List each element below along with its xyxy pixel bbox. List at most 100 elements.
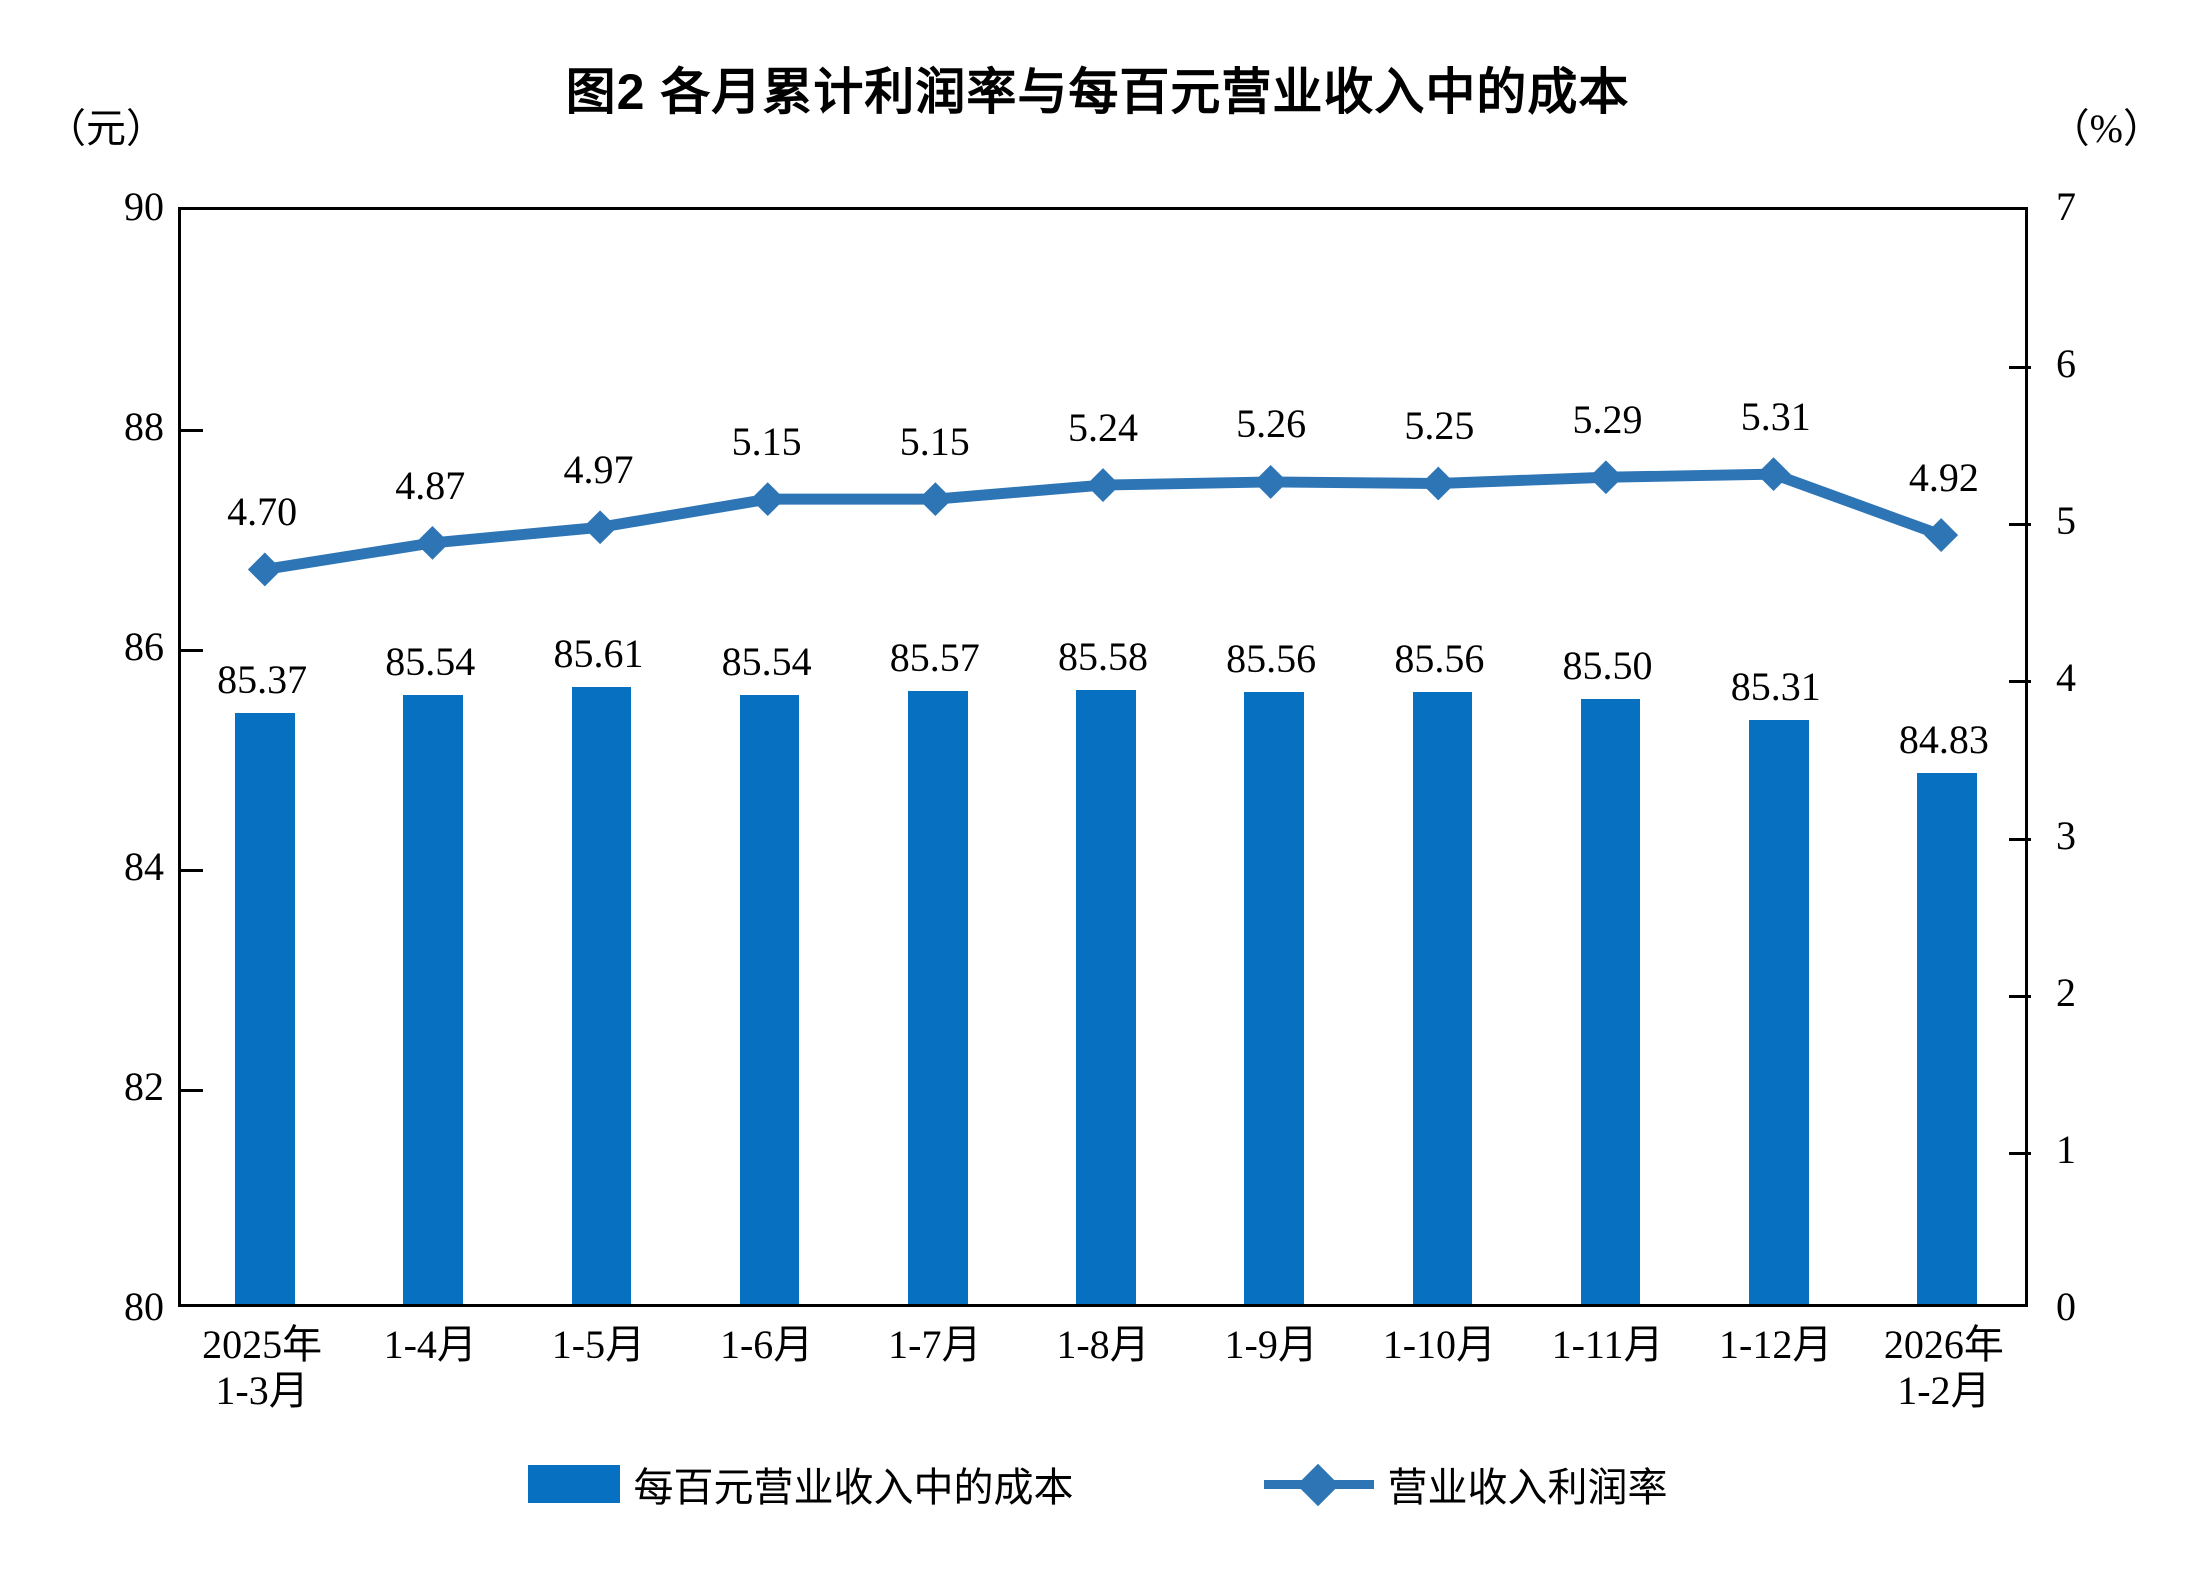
x-axis-tick-label: 1-6月: [683, 1322, 851, 1368]
line-marker-diamond[interactable]: [918, 482, 953, 517]
left-axis-tick-label: 88: [124, 404, 164, 449]
line-value-label: 4.92: [1908, 454, 1979, 500]
left-tick-mark: [181, 869, 203, 872]
left-axis-tick-label: 82: [124, 1064, 164, 1109]
bar[interactable]: [907, 691, 968, 1304]
x-axis-tick-label: 2025年 1-3月: [178, 1322, 346, 1414]
left-axis-unit: （元）: [46, 106, 166, 151]
right-axis-tick-label: 0: [2056, 1284, 2076, 1329]
x-axis-tick-label: 1-12月: [1692, 1322, 1860, 1368]
line-marker-diamond[interactable]: [1421, 466, 1456, 501]
left-axis-tick-label: 80: [124, 1284, 164, 1329]
right-axis-tick-label: 2: [2056, 969, 2076, 1015]
bar-value-label: 85.57: [889, 635, 980, 681]
bar-value-label: 85.50: [1562, 643, 1653, 688]
bar-value-label: 84.83: [1898, 716, 1989, 762]
right-axis-tick-label: 3: [2056, 812, 2076, 858]
bar[interactable]: [1748, 719, 1809, 1304]
line-value-label: 5.26: [1236, 401, 1307, 447]
left-axis-tick-label: 86: [124, 624, 164, 669]
x-axis-tick-label-line: 2026年: [1883, 1322, 2004, 1367]
right-axis-tick-label: 5: [2056, 498, 2076, 544]
legend-label-line: 营业收入利润率: [1387, 1465, 1668, 1510]
page-title: 图2 各月累计利润率与每百元营业收入中的成本: [565, 64, 1630, 120]
x-axis-tick-label-line: 1-8月: [1056, 1322, 1150, 1367]
right-axis-tick-label: 7: [2056, 184, 2076, 229]
x-axis-tick-label-line: 1-5月: [551, 1322, 646, 1367]
line-diamond-icon: [1263, 1463, 1374, 1507]
bar[interactable]: [403, 694, 464, 1304]
left-tick-mark: [181, 1089, 203, 1092]
line-value-label: 4.87: [395, 462, 466, 508]
left-tick-mark: [181, 649, 203, 652]
line-marker-diamond[interactable]: [1588, 460, 1623, 495]
right-axis-unit: （%）: [2049, 106, 2163, 151]
line-value-label: 4.97: [563, 447, 634, 492]
x-axis-tick-label-line: 1-2月: [1897, 1368, 1991, 1413]
line-marker-diamond[interactable]: [1086, 468, 1120, 502]
right-tick-mark: [2009, 837, 2031, 841]
line-marker-diamond[interactable]: [1253, 465, 1288, 499]
bar[interactable]: [1580, 699, 1641, 1304]
legend-label-bar: 每百元营业收入中的成本: [633, 1465, 1074, 1510]
legend-item-bar[interactable]: 每百元营业收入中的成本: [527, 1455, 1074, 1513]
bar[interactable]: [235, 713, 295, 1304]
line-marker-diamond[interactable]: [1756, 457, 1791, 492]
line-value-label: 5.29: [1572, 396, 1643, 442]
right-tick-mark: [2009, 680, 2031, 684]
bar-value-label: 85.31: [1730, 663, 1821, 709]
bar-value-label: 85.56: [1226, 636, 1317, 682]
x-axis-tick-label-line: 1-11月: [1551, 1322, 1664, 1367]
bar[interactable]: [1917, 772, 1977, 1304]
x-axis-tick-label: 1-7月: [851, 1322, 1019, 1368]
legend-item-line[interactable]: 营业收入利润率: [1263, 1455, 1668, 1513]
line-value-label: 5.24: [1067, 404, 1138, 450]
bar-value-label: 85.54: [385, 638, 476, 684]
right-axis-tick-label: 6: [2056, 341, 2076, 387]
right-tick-mark: [2009, 523, 2031, 527]
left-tick-mark: [181, 429, 203, 432]
right-axis-tick-label: 1: [2056, 1126, 2076, 1172]
line-value-label: 5.25: [1404, 403, 1475, 448]
line-value-label: 5.15: [899, 418, 970, 464]
right-tick-mark: [2009, 1151, 2031, 1155]
bar[interactable]: [739, 694, 800, 1304]
line-marker-diamond[interactable]: [1924, 518, 1959, 552]
x-axis-tick-label-line: 1-6月: [719, 1322, 814, 1367]
line-series: [247, 457, 1959, 587]
x-axis-tick-label-line: 1-9月: [1224, 1322, 1318, 1367]
bar[interactable]: [1412, 692, 1473, 1304]
right-tick-mark: [2009, 994, 2031, 998]
bar[interactable]: [571, 686, 632, 1304]
left-axis-tick-label: 84: [124, 844, 164, 889]
x-axis-tick-label: 1-10月: [1355, 1322, 1523, 1368]
line-marker-diamond[interactable]: [247, 552, 282, 587]
x-axis-tick-label-line: 1-10月: [1382, 1322, 1497, 1367]
x-axis-tick-label: 1-4月: [346, 1322, 514, 1368]
bar-value-label: 85.56: [1394, 636, 1485, 682]
x-axis-tick-label-line: 1-7月: [888, 1322, 982, 1367]
left-axis-tick-label: 90: [124, 184, 164, 229]
bar[interactable]: [1244, 692, 1305, 1304]
line-value-label: 4.70: [227, 489, 298, 535]
x-axis-tick-label: 2026年 1-2月: [1860, 1322, 2028, 1414]
line-value-label: 5.31: [1740, 393, 1811, 439]
bar-value-label: 85.58: [1057, 634, 1148, 680]
line-marker-diamond[interactable]: [583, 510, 618, 545]
bar[interactable]: [1076, 690, 1136, 1304]
line-marker-diamond[interactable]: [750, 482, 785, 517]
bar-value-label: 85.37: [217, 657, 308, 703]
x-axis-tick-label: 1-5月: [514, 1322, 682, 1368]
x-axis-tick-label-line: 1-4月: [383, 1322, 477, 1367]
plot-inner: [181, 210, 2031, 1304]
bar-value-label: 85.61: [553, 630, 644, 676]
line-value-label: 5.15: [731, 418, 802, 464]
x-axis-tick-label: 1-9月: [1187, 1322, 1355, 1368]
line-marker-diamond[interactable]: [415, 525, 450, 560]
x-axis-tick-label: 1-8月: [1019, 1322, 1187, 1368]
x-axis-tick-label-line: 1-12月: [1719, 1322, 1833, 1367]
right-axis-tick-label: 4: [2056, 655, 2076, 701]
legend: 每百元营业收入中的成本 营业收入利润率: [0, 1455, 2195, 1513]
bar-swatch-icon: [527, 1465, 620, 1503]
